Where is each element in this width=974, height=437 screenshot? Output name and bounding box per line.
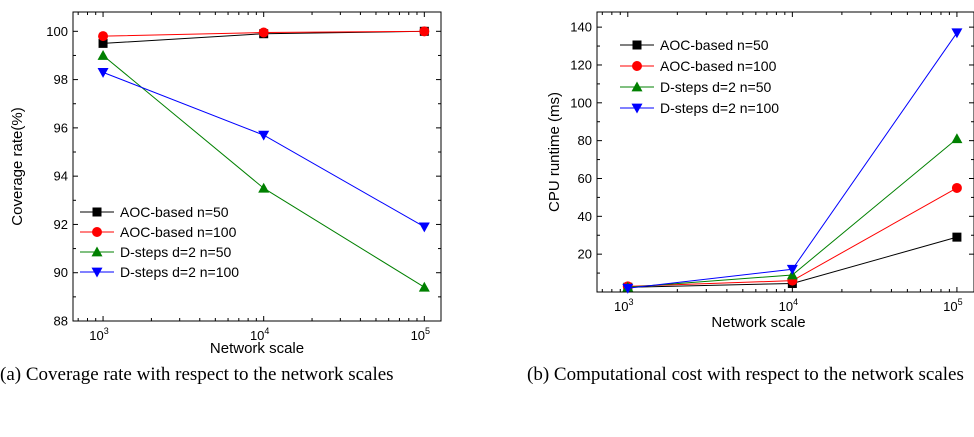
legend-marker xyxy=(631,103,643,114)
legend-marker xyxy=(92,227,102,237)
y-tick-label: 92 xyxy=(54,217,68,232)
data-point xyxy=(418,281,430,292)
x-tick-label: 105 xyxy=(411,326,430,343)
legend-label: AOC-based n=50 xyxy=(660,37,769,53)
chart-b: 20 40 60 80 100 120 140 103 104 105 Network scale C… xyxy=(546,11,974,331)
x-axis-label: Network scale xyxy=(711,314,805,331)
legend-label: AOC-based n=50 xyxy=(120,204,229,220)
legend-marker xyxy=(91,246,103,257)
y-tick-label: 100 xyxy=(46,24,68,39)
data-point xyxy=(952,232,962,242)
data-point xyxy=(622,283,634,294)
y-tick-label: 100 xyxy=(570,95,592,110)
x-tick-label: 103 xyxy=(89,326,108,343)
y-tick-label: 90 xyxy=(54,265,68,280)
data-point xyxy=(258,27,269,38)
y-axis-label: CPU runtime (ms) xyxy=(546,92,563,212)
y-tick-label: 20 xyxy=(578,247,592,262)
legend: AOC-based n=50 AOC-based n=100 D-steps d=2… xyxy=(620,37,779,116)
y-tick-label: 120 xyxy=(570,57,592,72)
data-point xyxy=(951,133,963,144)
x-axis-label: Network scale xyxy=(210,340,304,357)
data-point xyxy=(97,49,109,60)
x-tick-label: 105 xyxy=(943,297,962,314)
y-axis-label: Coverage rate(%) xyxy=(9,107,26,225)
data-point xyxy=(98,31,109,42)
caption-a: (a) Coverage rate with respect to the ne… xyxy=(0,364,394,385)
legend-marker xyxy=(631,81,643,92)
data-point xyxy=(98,38,108,48)
plot-frame xyxy=(72,11,442,322)
legend-label: D-steps d=2 n=50 xyxy=(120,244,232,260)
chart-a: 88 90 92 94 96 98 100 103 104 105 Network scale Cov… xyxy=(9,11,442,357)
y-tick-label: 98 xyxy=(54,72,68,87)
plot-frame xyxy=(596,11,974,293)
legend-marker xyxy=(92,207,102,217)
y-tick-label: 140 xyxy=(570,20,592,35)
series-1 xyxy=(98,26,430,42)
legend-label: AOC-based n=100 xyxy=(660,58,777,74)
series-3 xyxy=(97,67,430,233)
y-tick-label: 40 xyxy=(578,209,592,224)
legend-label: AOC-based n=100 xyxy=(120,224,237,240)
legend-label: D-steps d=2 n=100 xyxy=(660,100,779,116)
legend: AOC-based n=50 AOC-based n=100 D-steps d=2… xyxy=(80,204,239,280)
x-tick-label: 104 xyxy=(779,297,798,314)
legend-label: D-steps d=2 n=50 xyxy=(660,79,772,95)
legend-label: D-steps d=2 n=100 xyxy=(120,264,239,280)
y-tick-label: 80 xyxy=(578,133,592,148)
data-point xyxy=(258,130,270,141)
data-point xyxy=(786,264,798,275)
data-point xyxy=(97,67,109,78)
legend-marker xyxy=(632,61,642,71)
y-tick-label: 88 xyxy=(54,314,68,329)
caption-b: (b) Computational cost with respect to t… xyxy=(527,364,964,385)
data-point xyxy=(418,222,430,233)
y-tick-label: 94 xyxy=(54,169,68,184)
series-2 xyxy=(97,49,430,292)
y-tick-label: 60 xyxy=(578,171,592,186)
x-tick-label: 103 xyxy=(614,297,633,314)
y-tick-label: 96 xyxy=(54,120,68,135)
legend-marker xyxy=(91,267,103,278)
data-point xyxy=(951,182,962,193)
legend-marker xyxy=(632,40,642,50)
series-3 xyxy=(622,28,963,294)
data-point xyxy=(419,26,430,37)
data-point xyxy=(258,182,270,193)
x-tick-label: 104 xyxy=(250,326,269,343)
data-point xyxy=(951,28,963,39)
